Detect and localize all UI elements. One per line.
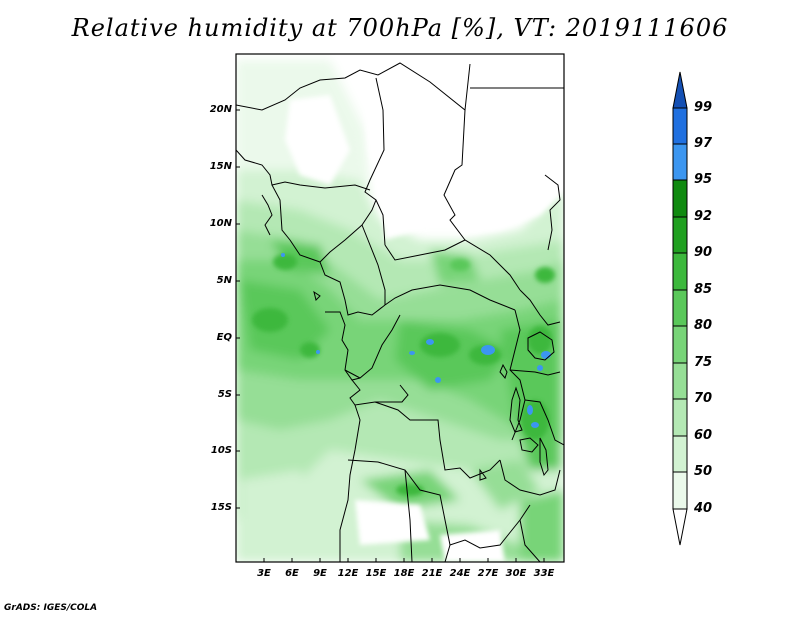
colorbar-segment	[672, 471, 688, 510]
colorbar	[672, 71, 688, 546]
colorbar-label: 70	[694, 391, 713, 406]
credit-text: GrADS: IGES/COLA	[4, 603, 98, 613]
lon-tick-label: 12E	[337, 568, 359, 579]
colorbar-segment	[672, 325, 688, 364]
lat-tick-label: 20N	[209, 104, 232, 115]
colorbar-bottom-arrow	[672, 508, 688, 546]
lon-tick-label: 3E	[257, 568, 271, 579]
colorbar-segment	[672, 143, 688, 181]
colorbar-segment	[672, 179, 688, 218]
lon-tick-label: 15E	[365, 568, 387, 579]
colorbar-top-arrow	[672, 71, 688, 109]
colorbar-segment	[672, 435, 688, 473]
colorbar-label: 97	[694, 136, 713, 151]
colorbar-label: 99	[694, 100, 713, 115]
colorbar-label: 60	[694, 428, 713, 443]
map-title: Relative humidity at 700hPa [%], VT: 201…	[71, 14, 729, 42]
map-frame	[235, 53, 565, 563]
lon-tick-label: 33E	[533, 568, 555, 579]
humidity-field	[236, 54, 564, 562]
lakes	[479, 331, 555, 481]
lon-tick-label: 24E	[449, 568, 471, 579]
lat-tick-label: 5N	[216, 275, 232, 286]
lon-tick-label: 6E	[285, 568, 299, 579]
lon-tick-label: 9E	[313, 568, 327, 579]
colorbar-segment	[672, 252, 688, 291]
colorbar-label: 80	[694, 318, 713, 333]
colorbar-segment	[672, 398, 688, 437]
colorbar-segment	[672, 107, 688, 145]
colorbar-segment	[672, 289, 688, 327]
lat-tick-label: 15N	[209, 161, 232, 172]
colorbar-label: 75	[694, 355, 713, 370]
colorbar-label: 50	[694, 464, 713, 479]
country-borders	[236, 62, 564, 562]
colorbar-segment	[672, 362, 688, 400]
lat-tick-label: 10N	[209, 218, 232, 229]
lon-tick-label: 30E	[505, 568, 527, 579]
colorbar-label: 90	[694, 245, 713, 260]
lat-tick-label: EQ	[216, 332, 232, 343]
colorbar-label: 85	[694, 282, 713, 297]
lon-tick-label: 18E	[393, 568, 415, 579]
colorbar-label: 40	[694, 501, 713, 516]
lat-tick-label: 5S	[217, 389, 232, 400]
lat-tick-label: 10S	[210, 445, 232, 456]
lon-tick-label: 21E	[421, 568, 443, 579]
lon-tick-label: 27E	[477, 568, 499, 579]
colorbar-label: 92	[694, 209, 713, 224]
lat-tick-label: 15S	[210, 502, 232, 513]
colorbar-label: 95	[694, 172, 713, 187]
colorbar-segment	[672, 216, 688, 254]
